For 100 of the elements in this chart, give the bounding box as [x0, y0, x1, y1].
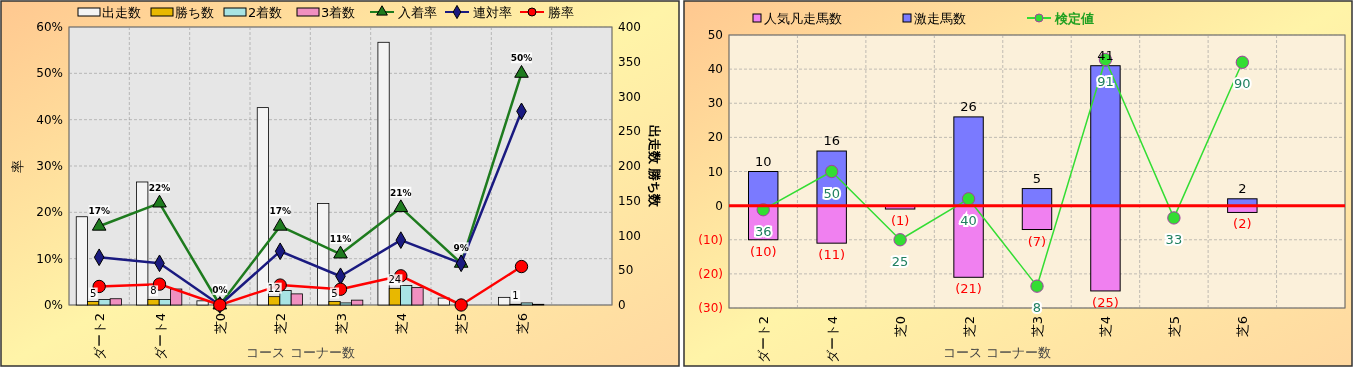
y-tick-label: 20%	[36, 205, 63, 220]
x-tick-label: ダート2	[756, 316, 772, 364]
x-tick-label: 芝5	[454, 313, 470, 335]
legend-label: 人気凡走馬数	[764, 11, 842, 26]
legend-label: 連対率	[473, 5, 512, 20]
y-tick-label: 40%	[36, 112, 63, 127]
y2-tick-label: 350	[618, 54, 641, 69]
point	[333, 245, 348, 259]
point	[1167, 211, 1181, 225]
point	[1030, 279, 1044, 293]
y-tick-label: (10)	[698, 232, 723, 247]
data-label: 5	[1032, 170, 1042, 186]
data-label: 21%	[390, 187, 412, 198]
data-label: 50%	[510, 53, 533, 64]
y2-tick-label: 250	[618, 124, 641, 139]
data-label: (7)	[1027, 233, 1047, 249]
x-tick-label: 芝6	[514, 313, 530, 335]
y2-tick-label: 50	[618, 263, 634, 278]
y-tick-label: 10%	[36, 251, 63, 266]
legend-label: 勝率	[548, 5, 574, 20]
legend-label: 3着数	[321, 5, 356, 20]
x-tick-label: 芝2	[961, 316, 977, 338]
y-tick-label: 40	[707, 62, 723, 77]
bar	[748, 171, 779, 207]
point	[1235, 55, 1250, 69]
point	[454, 298, 468, 312]
x-axis-title: コース コーナー数	[942, 345, 1052, 360]
point	[393, 199, 409, 213]
y-tick-label: 0%	[43, 298, 63, 312]
bar	[1090, 205, 1121, 292]
x-tick-label: ダート4	[152, 313, 168, 361]
data-label: 12	[267, 282, 281, 294]
data-label: 1	[512, 290, 519, 302]
y-tick-label: (20)	[698, 266, 723, 281]
data-label: 50	[823, 185, 840, 201]
y-tick-label: 10	[707, 164, 723, 179]
data-label: 5	[90, 287, 97, 299]
x-tick-label: 芝4	[1098, 316, 1114, 338]
data-label: 24	[388, 274, 402, 286]
point	[272, 217, 288, 231]
point	[514, 259, 529, 274]
data-label: (21)	[955, 281, 982, 297]
data-label: 2	[1238, 180, 1247, 196]
data-label: (1)	[890, 213, 910, 229]
y-tick-label: 50%	[36, 66, 63, 81]
legend-label: 出走数	[102, 5, 141, 20]
y2-tick-label: 150	[618, 193, 641, 208]
bar	[1090, 65, 1121, 207]
x-tick-label: 芝6	[1235, 316, 1251, 338]
legend-label: 検定値	[1054, 11, 1094, 26]
y-tick-label: (30)	[698, 301, 723, 315]
y-tick-label: 0	[715, 198, 723, 213]
point	[152, 194, 167, 208]
bar	[1021, 205, 1053, 231]
data-label: (2)	[1233, 216, 1252, 232]
data-label: 90	[1234, 76, 1251, 92]
data-label: 8	[1032, 300, 1042, 316]
data-label: 33	[1165, 231, 1183, 247]
x-tick-label: 芝4	[393, 313, 409, 335]
bar	[196, 300, 209, 306]
y-axis-title: 率	[10, 159, 25, 173]
point	[961, 192, 976, 206]
x-tick-label: ダート4	[824, 316, 840, 364]
data-label: 9%	[453, 243, 469, 254]
y2-axis-title: 出走数 勝ち数	[647, 124, 662, 209]
y2-tick-label: 300	[618, 89, 641, 104]
x-tick-label: 芝0	[212, 313, 228, 335]
y2-tick-label: 0	[618, 298, 626, 312]
data-label: 8	[150, 285, 157, 297]
data-label: 36	[754, 223, 772, 239]
data-label: 5	[331, 287, 338, 299]
data-label: 10	[754, 153, 772, 169]
legend-label: 激走馬数	[914, 11, 966, 26]
point	[91, 217, 107, 231]
x-tick-label: 芝3	[333, 313, 349, 335]
y2-tick-label: 200	[618, 159, 641, 173]
data-label: 40	[960, 212, 977, 228]
legend-label: 勝ち数	[175, 5, 214, 20]
x-axis-title: コース コーナー数	[246, 345, 355, 360]
bar	[816, 205, 847, 244]
x-tick-label: ダート2	[92, 313, 108, 361]
data-label: 11%	[329, 234, 352, 245]
x-tick-label: 芝2	[273, 313, 289, 335]
data-label: 16	[823, 133, 840, 149]
data-label: (10)	[749, 243, 777, 259]
x-tick-label: 芝3	[1030, 316, 1045, 338]
data-label: 22%	[148, 183, 171, 194]
bar	[953, 116, 984, 207]
x-tick-label: 芝5	[1166, 316, 1182, 338]
data-label: (11)	[818, 247, 846, 263]
data-label: 25	[891, 253, 909, 269]
data-label: 0%	[212, 285, 228, 295]
data-label: 17%	[88, 206, 110, 217]
point	[514, 64, 529, 78]
y-tick-label: 60%	[36, 20, 63, 34]
y-tick-label: 30	[707, 96, 723, 111]
legend-label: 2着数	[248, 5, 283, 20]
y-tick-label: 50	[707, 28, 723, 42]
point	[893, 233, 907, 247]
data-label: 17%	[269, 206, 291, 217]
